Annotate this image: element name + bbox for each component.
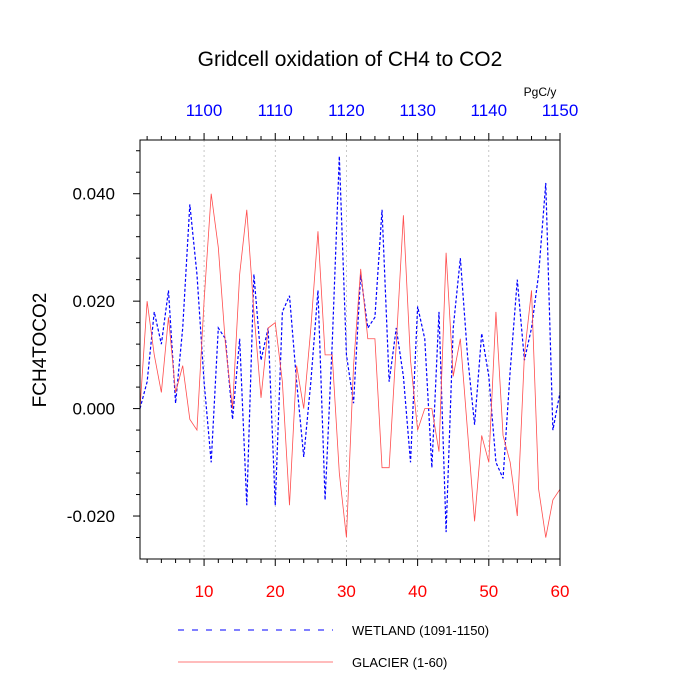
legend: WETLAND (1091-1150) GLACIER (1-60): [178, 623, 489, 670]
y-tick-label: -0.020: [67, 507, 115, 526]
top-tick-label: 1150: [542, 101, 579, 120]
y-axis-label: FCH4TOCO2: [30, 293, 51, 408]
plot-frame: [139, 139, 561, 560]
y-tick-label: 0.000: [72, 400, 115, 419]
bottom-tick-label: 10: [195, 582, 214, 601]
chart-title: Gridcell oxidation of CH4 to CO2: [198, 48, 503, 71]
axis-ticks: [133, 133, 561, 566]
bottom-tick-label: 20: [266, 582, 285, 601]
bottom-tick-label: 30: [337, 582, 356, 601]
y-tick-label: 0.020: [72, 292, 115, 311]
glacier-line: [139, 193, 561, 538]
y-tick-label: 0.040: [72, 185, 115, 204]
top-tick-label: 1120: [328, 101, 365, 120]
top-tick-label: 1130: [399, 101, 436, 120]
wetland-line: [139, 156, 561, 533]
top-tick-label: 1110: [258, 101, 293, 120]
bottom-tick-label: 40: [408, 582, 427, 601]
tick-labels: 10 20 30 40 50 60 1100 1110 1120 1130 1140 1150 -0.0…: [67, 101, 578, 601]
units-label: PgC/y: [524, 85, 557, 99]
bottom-tick-label: 60: [551, 582, 570, 601]
top-tick-label: 1100: [186, 101, 223, 120]
top-tick-label: 1140: [471, 101, 508, 120]
glacier-series: [139, 193, 561, 538]
grid-lines: [203, 140, 561, 559]
bottom-tick-label: 50: [479, 582, 498, 601]
legend-glacier-label: GLACIER (1-60): [352, 655, 447, 670]
legend-wetland-label: WETLAND (1091-1150): [352, 623, 489, 638]
wetland-series: [139, 156, 561, 533]
